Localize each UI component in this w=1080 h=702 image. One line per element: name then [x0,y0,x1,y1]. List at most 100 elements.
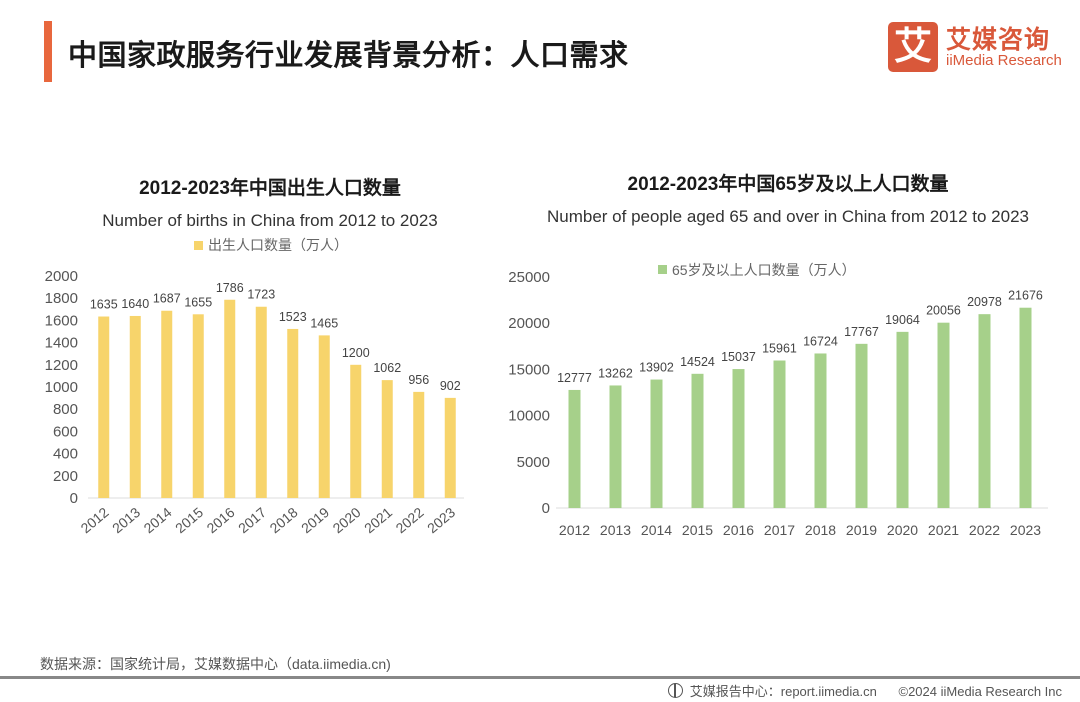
births-data-label: 1640 [121,297,149,311]
births-y-tick-label: 600 [53,423,78,440]
elderly-x-tick-label: 2012 [559,522,590,538]
births-x-tick-label: 2023 [424,504,458,536]
births-data-label: 1465 [310,316,338,330]
elderly-bar [773,360,786,508]
births-chart-subtitle: Number of births in China from 2012 to 2… [102,211,437,230]
data-source-note: 数据来源：国家统计局，艾媒数据中心（data.iimedia.cn) [40,656,391,672]
births-bar [224,299,236,498]
elderly-bar [1019,307,1032,508]
births-bar [350,364,362,498]
elderly-bar [855,343,868,508]
elderly-x-tick-label: 2019 [846,522,877,538]
births-y-tick-label: 1800 [45,290,78,307]
elderly-x-tick-label: 2023 [1010,522,1041,538]
elderly-data-label: 17767 [844,325,879,339]
elderly-data-label: 15961 [762,342,797,356]
births-y-tick-label: 1400 [45,335,78,352]
elderly-bar [732,369,745,508]
elderly-bar [814,353,827,508]
elderly-bar [978,314,991,508]
births-x-tick-label: 2018 [267,504,301,536]
elderly-x-tick-label: 2018 [805,522,836,538]
births-bar [98,316,110,498]
births-data-label: 1786 [216,281,244,295]
births-bar [381,380,393,498]
elderly-chart-title: 2012-2023年中国65岁及以上人口数量 [628,172,949,195]
births-y-tick-label: 0 [70,490,78,507]
elderly-y-tick-label: 20000 [508,315,550,332]
elderly-data-label: 12777 [557,371,592,385]
elderly-data-label: 21676 [1008,289,1043,303]
births-y-tick-label: 200 [53,468,78,485]
births-data-label: 902 [440,379,461,393]
births-y-tick-label: 800 [53,401,78,418]
elderly-x-tick-label: 2016 [723,522,754,538]
elderly-data-label: 13902 [639,361,674,375]
logo-icon: 艾 [888,22,938,72]
elderly-bar [609,385,622,508]
births-data-label: 1655 [184,295,212,309]
elderly-y-tick-label: 15000 [508,361,550,378]
births-bar [287,328,299,498]
elderly-data-label: 19064 [885,313,920,327]
births-bar [255,306,267,498]
elderly-x-tick-label: 2020 [887,522,918,538]
elderly-chart: 2012-2023年中国65岁及以上人口数量 Number of people … [508,172,1048,538]
births-data-label: 1687 [153,292,181,306]
iimedia-logo: 艾 艾媒咨询 iiMedia Research [888,22,1063,72]
births-data-label: 956 [408,373,429,387]
elderly-data-label: 20056 [926,304,961,318]
births-data-label: 1723 [247,288,275,302]
births-x-tick-label: 2017 [235,504,269,536]
births-chart: 2012-2023年中国出生人口数量 Number of births in C… [45,176,464,536]
elderly-bar [650,379,663,508]
report-center-link[interactable]: 艾媒报告中心：report.iimedia.cn [689,684,877,699]
elderly-bar [896,331,909,508]
elderly-y-tick-label: 5000 [517,454,550,471]
births-x-tick-label: 2019 [298,504,332,536]
elderly-x-tick-label: 2014 [641,522,672,538]
elderly-y-tick-label: 25000 [508,269,550,286]
births-bar [444,397,456,498]
births-y-tick-label: 1000 [45,379,78,396]
births-x-tick-label: 2016 [204,504,238,536]
births-chart-title: 2012-2023年中国出生人口数量 [139,176,401,199]
elderly-x-tick-label: 2017 [764,522,795,538]
births-x-tick-label: 2012 [78,504,112,536]
footer: 艾媒报告中心：report.iimedia.cn ©2024 iiMedia R… [664,681,1062,700]
births-y-tick-label: 400 [53,446,78,463]
births-data-label: 1635 [90,298,118,312]
births-x-tick-label: 2015 [172,504,206,536]
elderly-legend-label: 65岁及以上人口数量（万人） [672,262,856,278]
births-x-tick-label: 2022 [393,504,427,536]
births-data-label: 1200 [342,346,370,360]
page-title: 中国家政服务行业发展背景分析：人口需求 [68,40,629,72]
births-data-label: 1523 [279,310,307,324]
elderly-data-label: 16724 [803,334,838,348]
births-legend-label: 出生人口数量（万人） [208,237,348,253]
births-x-tick-label: 2021 [361,504,395,536]
elderly-data-label: 14524 [680,355,715,369]
elderly-y-tick-label: 0 [542,500,550,517]
elderly-y-tick-label: 10000 [508,408,550,425]
elderly-x-tick-label: 2015 [682,522,713,538]
footer-divider [0,676,1080,679]
births-bar [192,314,204,498]
births-y-tick-label: 2000 [45,268,78,285]
elderly-x-tick-label: 2021 [928,522,959,538]
globe-icon [667,683,683,698]
logo-cn-text: 艾媒咨询 [946,26,1051,54]
elderly-bar [568,389,581,508]
elderly-bar [937,322,950,508]
elderly-data-label: 13262 [598,366,633,380]
births-x-tick-label: 2014 [141,504,175,536]
logo-en-text: iiMedia Research [946,52,1062,69]
elderly-x-tick-label: 2013 [600,522,631,538]
elderly-x-tick-label: 2022 [969,522,1000,538]
elderly-data-label: 20978 [967,295,1002,309]
elderly-data-label: 15037 [721,350,756,364]
births-x-tick-label: 2020 [330,504,364,536]
births-y-tick-label: 1200 [45,357,78,374]
births-bar [129,315,141,498]
